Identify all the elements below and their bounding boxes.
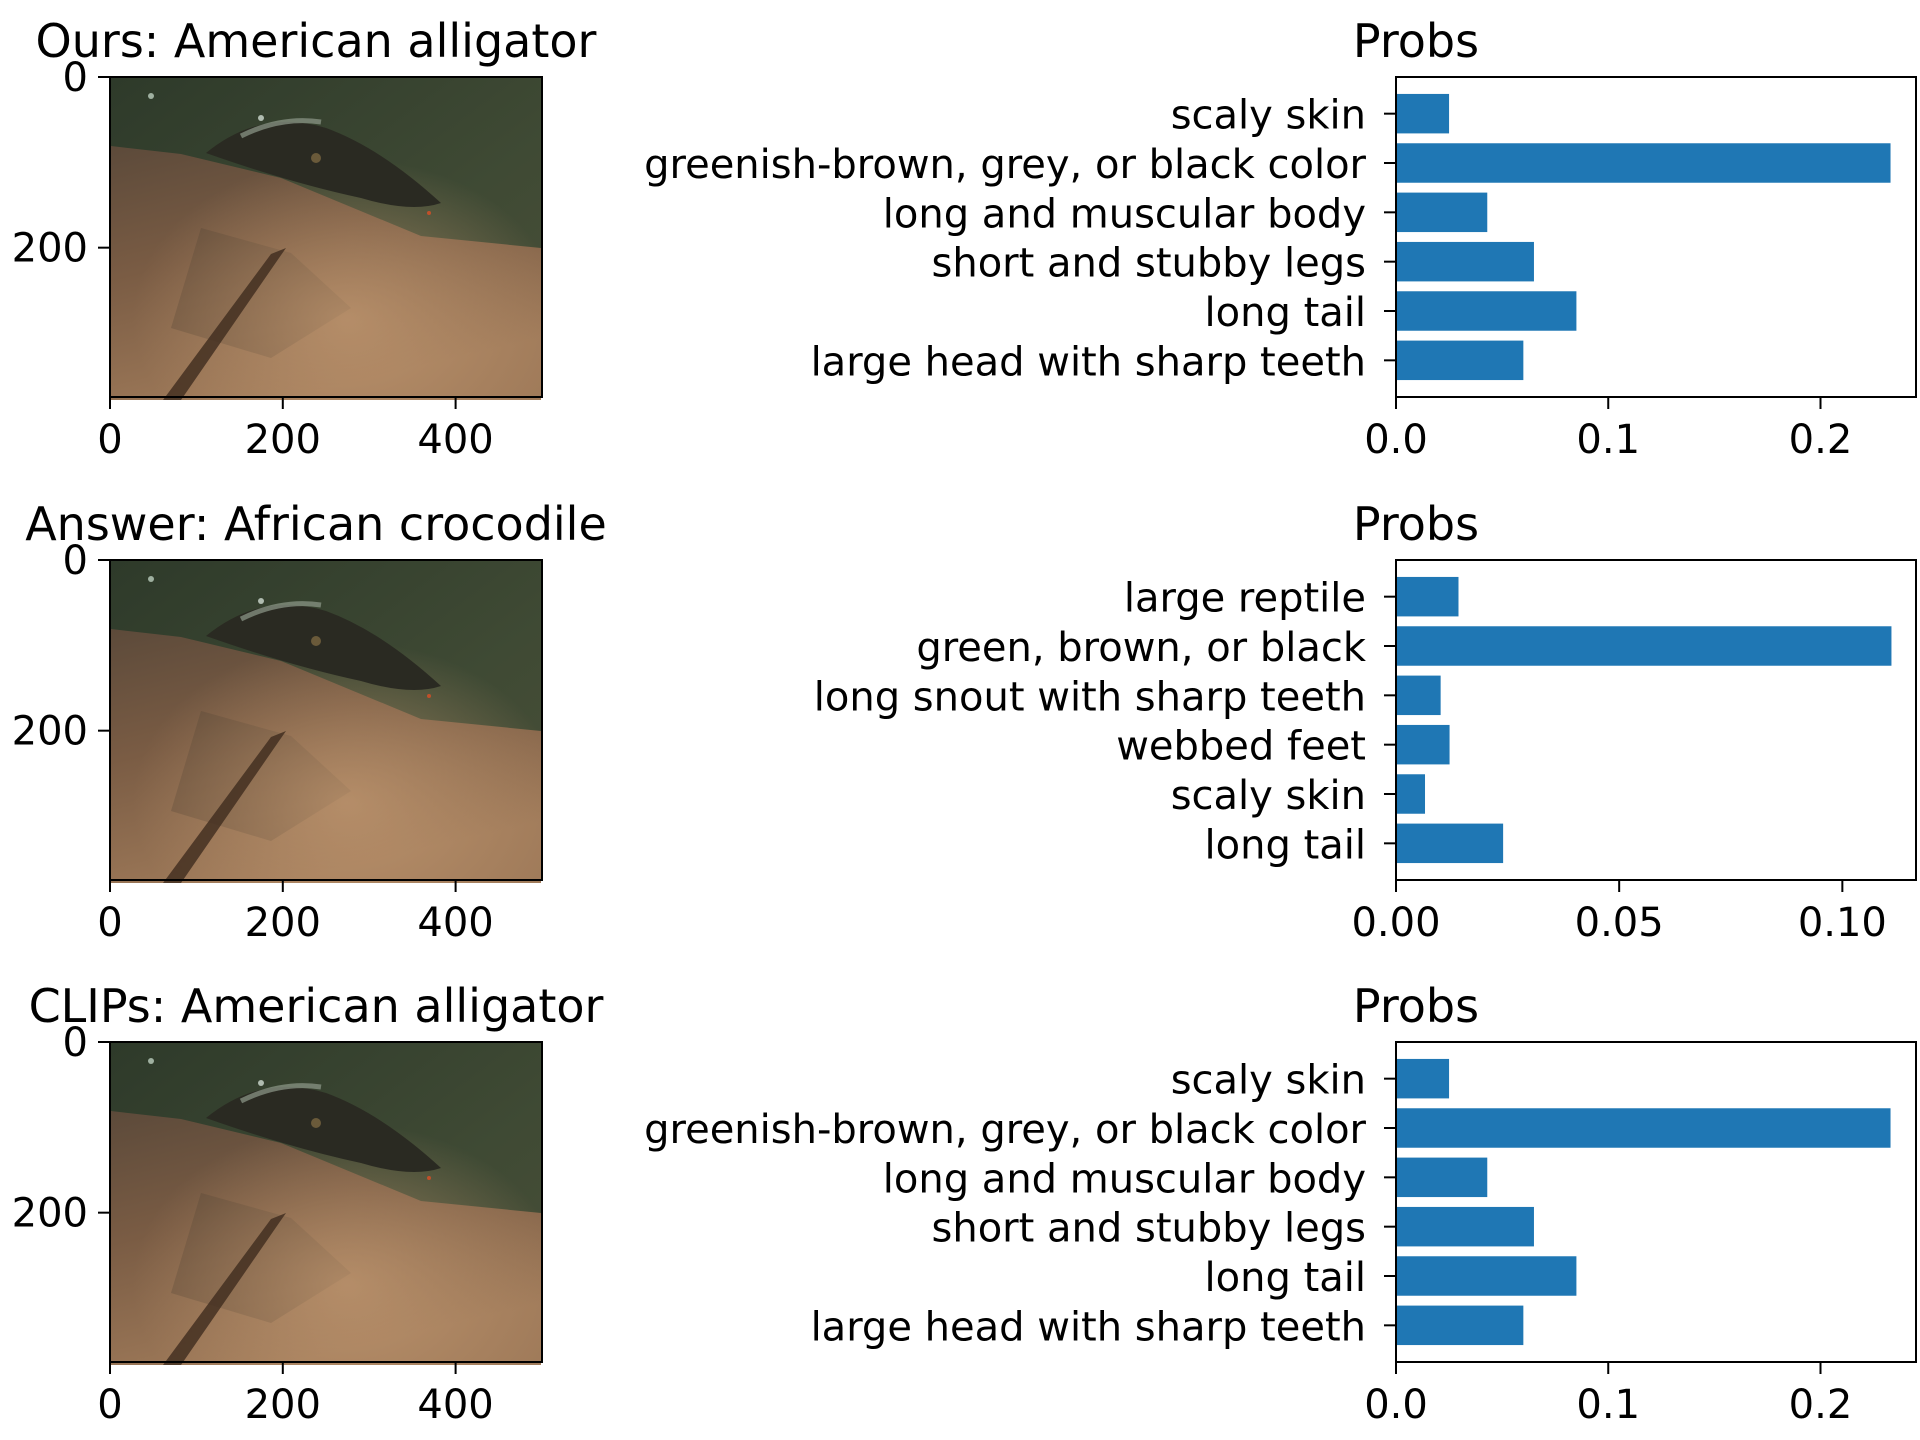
x-tick-label: 0.00	[1351, 900, 1440, 946]
bar-chart-title: Probs	[1353, 979, 1479, 1033]
bar	[1396, 1256, 1577, 1296]
image-frame	[109, 1041, 543, 1363]
bar-category-label: long tail	[1205, 822, 1366, 868]
bar	[1396, 1157, 1488, 1198]
bar-category-label: large reptile	[1124, 576, 1366, 622]
bar-axes-frame	[1395, 1041, 1917, 1363]
crocodile-photo	[111, 78, 541, 400]
x-tick-label: 200	[245, 1382, 321, 1428]
x-tick-label: 0.0	[1364, 1382, 1428, 1428]
bar-category-label: long snout with sharp teeth	[814, 674, 1366, 720]
bar-category-label: large head with sharp teeth	[811, 1304, 1366, 1350]
y-tick-label: 0	[63, 55, 88, 101]
bar	[1396, 626, 1892, 666]
image-title: Ours: American alligator	[36, 14, 597, 68]
y-tick-label: 200	[12, 709, 88, 755]
y-tick-label: 0	[63, 1020, 88, 1066]
image-title: Answer: African crocodile	[25, 497, 607, 551]
bar	[1396, 576, 1459, 617]
bar	[1396, 192, 1488, 233]
x-tick-label: 400	[417, 900, 493, 946]
bar-category-label: long tail	[1205, 290, 1366, 336]
bar-axes-frame	[1395, 559, 1917, 881]
bar	[1396, 1108, 1891, 1148]
bar-category-label: greenish-brown, grey, or black color	[644, 1107, 1366, 1153]
x-tick-label: 200	[245, 417, 321, 463]
bar	[1396, 823, 1504, 864]
bar-category-label: greenish-brown, grey, or black color	[644, 142, 1366, 188]
x-tick-label: 0.1	[1576, 1382, 1640, 1428]
bar	[1396, 774, 1426, 814]
bar	[1396, 1206, 1534, 1247]
bar-category-label: scaly skin	[1171, 773, 1366, 819]
x-tick-label: 0.05	[1575, 900, 1664, 946]
x-tick-label: 0	[97, 1382, 122, 1428]
bar-category-label: short and stubby legs	[932, 1206, 1366, 1252]
crocodile-photo	[111, 561, 541, 883]
bar-category-label: long and muscular body	[883, 1156, 1366, 1202]
bar	[1396, 340, 1524, 381]
bar-axes-frame	[1395, 76, 1917, 398]
x-tick-label: 200	[245, 900, 321, 946]
bar	[1396, 724, 1450, 765]
x-tick-label: 0.2	[1789, 1382, 1853, 1428]
bar-category-label: long tail	[1205, 1255, 1366, 1301]
x-tick-label: 0	[97, 417, 122, 463]
crocodile-photo	[111, 1043, 541, 1365]
bar	[1396, 291, 1577, 331]
bar	[1396, 93, 1450, 134]
x-tick-label: 0.2	[1789, 417, 1853, 463]
bar-chart-title: Probs	[1353, 14, 1479, 68]
bar	[1396, 675, 1441, 716]
bar	[1396, 1305, 1524, 1346]
x-tick-label: 400	[417, 417, 493, 463]
image-title: CLIPs: American alligator	[29, 979, 604, 1033]
y-tick-label: 0	[63, 538, 88, 584]
y-tick-label: 200	[12, 1191, 88, 1237]
x-tick-label: 0.10	[1798, 900, 1887, 946]
bar-category-label: scaly skin	[1171, 93, 1366, 139]
bar-chart-title: Probs	[1353, 497, 1479, 551]
x-tick-label: 0	[97, 900, 122, 946]
bar-category-label: green, brown, or black	[916, 625, 1367, 671]
x-tick-label: 400	[417, 1382, 493, 1428]
x-tick-label: 0.0	[1364, 417, 1428, 463]
bar	[1396, 143, 1891, 183]
bar-category-label: short and stubby legs	[932, 241, 1366, 287]
image-frame	[109, 76, 543, 398]
y-tick-label: 200	[12, 226, 88, 272]
bar-category-label: large head with sharp teeth	[811, 339, 1366, 385]
bar-category-label: scaly skin	[1171, 1058, 1366, 1104]
image-frame	[109, 559, 543, 881]
bar-category-label: webbed feet	[1116, 724, 1366, 770]
x-tick-label: 0.1	[1576, 417, 1640, 463]
bar	[1396, 241, 1534, 282]
bar	[1396, 1058, 1450, 1099]
bar-category-label: long and muscular body	[883, 191, 1366, 237]
